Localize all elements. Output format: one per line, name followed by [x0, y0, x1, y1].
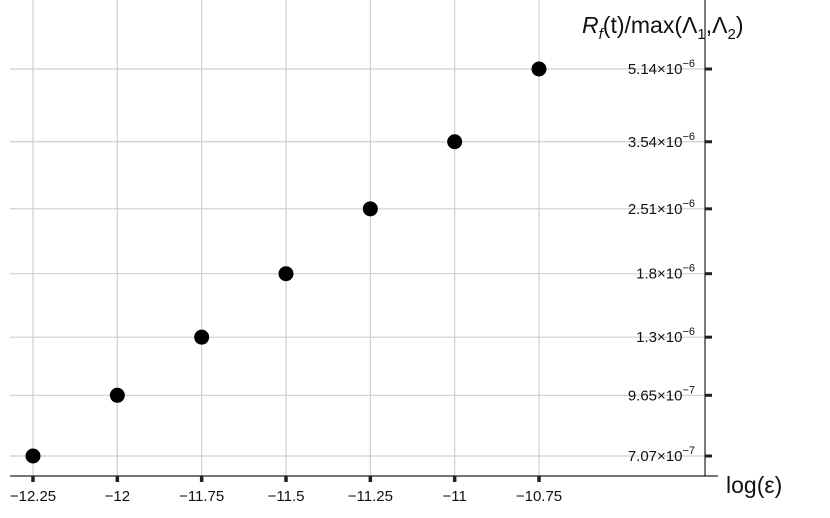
y-tick-label-0: 7.07×10−7 [628, 445, 695, 465]
x-tick-label-1: −12 [105, 488, 130, 505]
y-tick-label-6: 5.14×10−6 [628, 58, 695, 78]
x-tick-label-0: −12.25 [10, 488, 56, 505]
y-tick-label-5: 3.54×10−6 [628, 131, 695, 151]
y-tick-label-3: 1.8×10−6 [636, 263, 695, 283]
x-tick-label-6: −10.75 [516, 488, 562, 505]
x-axis-title: log(ε) [726, 472, 782, 498]
data-point-2 [194, 329, 210, 345]
data-point-4 [362, 201, 378, 217]
y-axis-title: Rf(t)/max(Λ1,Λ2) [582, 12, 744, 43]
data-point-1 [109, 387, 125, 403]
y-tick-label-2: 1.3×10−6 [636, 326, 695, 346]
tick-marks [31, 67, 712, 482]
y-tick-label-4: 2.51×10−6 [628, 198, 695, 218]
data-point-3 [278, 266, 294, 282]
y-tick-label-1: 9.65×10−7 [628, 384, 695, 404]
data-point-5 [447, 134, 463, 150]
data-point-0 [25, 448, 41, 464]
axes [10, 0, 718, 477]
grid-lines [10, 0, 705, 476]
x-tick-label-5: −11 [442, 488, 466, 505]
x-tick-label-4: −11.25 [348, 488, 393, 505]
tick-labels: −12.25 −12 −11.75 −11.5 −11.25 −11 −10.75 7.07×… [10, 58, 695, 505]
x-tick-label-2: −11.75 [179, 488, 224, 505]
data-point-6 [531, 61, 547, 77]
x-tick-label-3: −11.5 [268, 488, 305, 505]
data-points [25, 61, 547, 464]
